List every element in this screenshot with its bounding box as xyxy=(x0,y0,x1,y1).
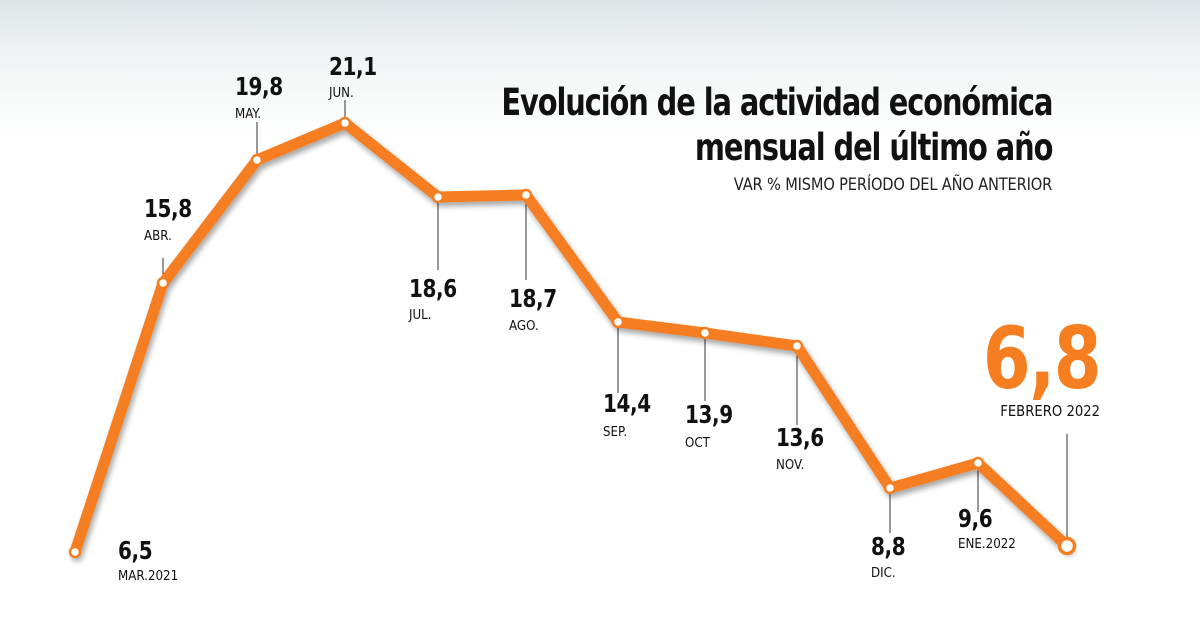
data-points xyxy=(68,116,1077,559)
data-point xyxy=(1057,536,1077,556)
data-point xyxy=(883,481,897,495)
value-label: 18,7 xyxy=(509,285,557,314)
data-point xyxy=(698,326,712,340)
month-label: AGO. xyxy=(509,317,539,333)
value-label: 15,8 xyxy=(144,195,192,224)
chart-title: Evolución de la actividad económica mens… xyxy=(501,80,1054,170)
value-label: 6,5 xyxy=(118,537,152,566)
month-label: DIC. xyxy=(871,564,896,580)
data-point xyxy=(519,188,533,202)
series-line xyxy=(69,117,1073,558)
data-point xyxy=(611,315,625,329)
title-line-2: mensual del último año xyxy=(694,126,1054,169)
value-label: 13,6 xyxy=(776,424,824,453)
data-point xyxy=(790,339,804,353)
month-label: JUL. xyxy=(408,306,432,322)
value-label: 21,1 xyxy=(329,53,377,82)
month-label: OCT xyxy=(685,434,710,450)
data-point xyxy=(971,456,985,470)
value-label: 18,6 xyxy=(409,275,457,304)
value-label: 13,9 xyxy=(685,401,733,430)
chart-subtitle: VAR % MISMO PERÍODO DEL AÑO ANTERIOR xyxy=(733,175,1052,195)
data-point xyxy=(68,545,82,559)
month-label: NOV. xyxy=(776,456,804,472)
month-label: MAR.2021 xyxy=(118,567,178,583)
highlight-value-label: 6,8 xyxy=(983,310,1100,409)
data-point xyxy=(156,276,170,290)
value-label: 8,8 xyxy=(871,533,905,562)
month-label: ENE.2022 xyxy=(958,535,1016,551)
data-point xyxy=(250,153,264,167)
month-label: JUN. xyxy=(328,84,354,100)
value-label: 19,8 xyxy=(235,73,283,102)
month-label: ABR. xyxy=(144,227,172,243)
month-label: SEP. xyxy=(603,423,627,439)
highlight-month-label: FEBRERO 2022 xyxy=(1000,403,1100,420)
title-line-1: Evolución de la actividad económica xyxy=(501,81,1053,124)
data-point xyxy=(338,116,352,130)
month-label: MAY. xyxy=(235,105,261,121)
value-label: 9,6 xyxy=(958,505,992,534)
value-label: 14,4 xyxy=(603,390,651,419)
data-point xyxy=(431,190,445,204)
